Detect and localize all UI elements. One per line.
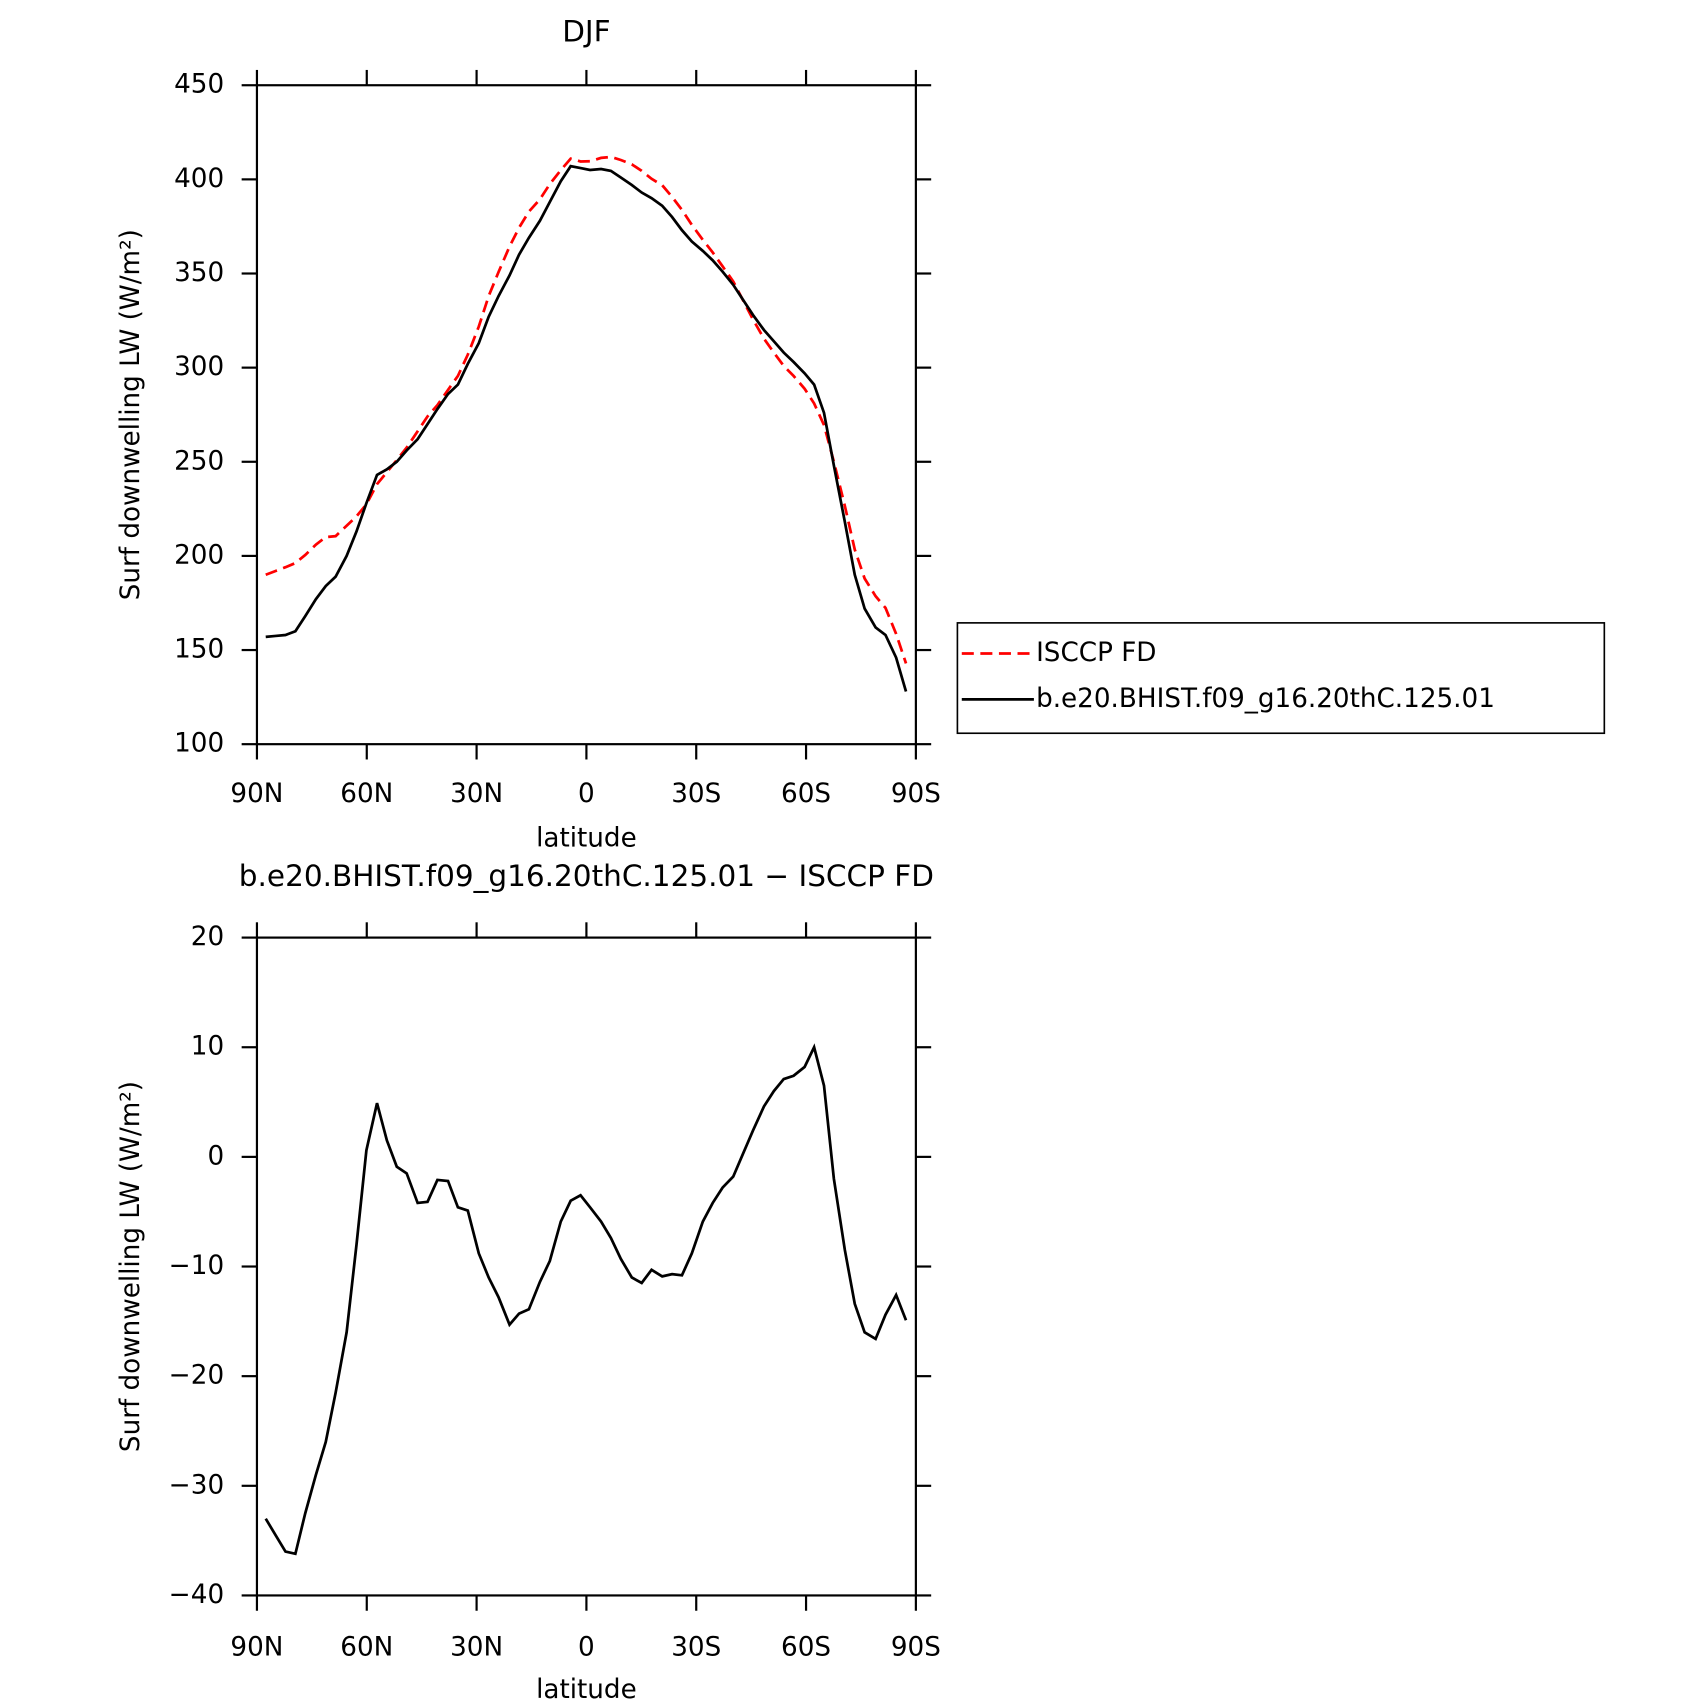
y-tick-label: −40 [169, 1580, 224, 1610]
y-tick-label: 10 [191, 1032, 224, 1062]
x-tick-label: 30N [450, 1632, 503, 1662]
plot-frame [255, 84, 917, 746]
y-tick-label: 20 [191, 922, 224, 952]
y-tick-label: 400 [174, 164, 224, 194]
y-tick-label: 300 [174, 352, 224, 382]
y-tick-label: 250 [174, 446, 224, 476]
y-tick-label: 150 [174, 635, 224, 665]
x-tick-label: 60S [781, 1632, 831, 1662]
x-tick-label: 0 [578, 1632, 595, 1662]
x-axis-label: latitude [536, 824, 637, 854]
x-tick-label: 90N [230, 1632, 283, 1662]
y-tick-label: −10 [169, 1251, 224, 1281]
x-tick-label: 90S [891, 1632, 941, 1662]
y-tick-label: −20 [169, 1361, 224, 1391]
y-tick-label: 0 [207, 1141, 224, 1171]
x-axis-label: latitude [536, 1675, 637, 1705]
x-tick-label: 90S [891, 779, 941, 809]
data-line [265, 155, 908, 664]
legend-box [956, 622, 1606, 735]
y-axis-label: Surf downwelling LW (W/m²) [116, 229, 146, 600]
plot-frame [255, 936, 917, 1597]
legend-label: ISCCP FD [1036, 638, 1156, 668]
y-tick-label: 350 [174, 258, 224, 288]
y-tick-label: −30 [169, 1470, 224, 1500]
y-tick-label: 100 [174, 729, 224, 759]
x-tick-label: 30S [671, 1632, 721, 1662]
y-tick-label: 450 [174, 70, 224, 100]
x-tick-label: 30S [671, 779, 721, 809]
x-tick-label: 60S [781, 779, 831, 809]
panel: DJF latitude Surf downwelling LW (W/m²) 100… [116, 14, 1606, 854]
y-axis-label: Surf downwelling LW (W/m²) [116, 1081, 146, 1452]
y-tick-label: 200 [174, 540, 224, 570]
panel: b.e20.BHIST.f09_g16.20thC.125.01 − ISCCP… [116, 859, 941, 1705]
x-tick-label: 60N [340, 779, 393, 809]
data-line [265, 164, 908, 692]
x-tick-label: 60N [340, 1632, 393, 1662]
x-tick-label: 0 [578, 779, 595, 809]
legend-label: b.e20.BHIST.f09_g16.20thC.125.01 [1036, 684, 1495, 714]
x-tick-label: 90N [230, 779, 283, 809]
data-line [264, 1043, 908, 1556]
x-tick-label: 30N [450, 779, 503, 809]
chart-title: b.e20.BHIST.f09_g16.20thC.125.01 − ISCCP… [239, 859, 934, 893]
chart-title: DJF [562, 14, 610, 48]
